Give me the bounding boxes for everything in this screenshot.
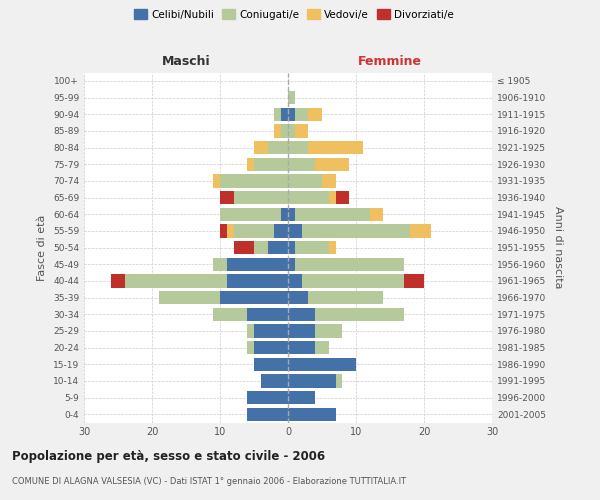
Bar bbox=[220, 224, 227, 237]
Bar bbox=[247, 308, 288, 321]
Bar bbox=[288, 91, 295, 104]
Bar bbox=[404, 274, 424, 287]
Bar bbox=[288, 274, 302, 287]
Bar bbox=[227, 224, 233, 237]
Bar bbox=[295, 241, 329, 254]
Bar bbox=[315, 324, 343, 338]
Bar bbox=[254, 158, 288, 171]
Text: Femmine: Femmine bbox=[358, 54, 422, 68]
Bar bbox=[288, 408, 335, 421]
Text: Maschi: Maschi bbox=[161, 54, 211, 68]
Bar bbox=[220, 174, 288, 188]
Bar bbox=[288, 108, 295, 121]
Bar bbox=[261, 374, 288, 388]
Bar bbox=[220, 191, 233, 204]
Bar bbox=[227, 274, 288, 287]
Bar bbox=[247, 391, 288, 404]
Bar bbox=[213, 308, 247, 321]
Bar bbox=[288, 241, 295, 254]
Y-axis label: Fasce di età: Fasce di età bbox=[37, 214, 47, 280]
Bar bbox=[295, 208, 370, 221]
Bar bbox=[281, 208, 288, 221]
Bar bbox=[254, 324, 288, 338]
Bar bbox=[233, 241, 254, 254]
Bar bbox=[288, 158, 315, 171]
Bar bbox=[247, 324, 254, 338]
Bar bbox=[335, 374, 343, 388]
Bar bbox=[281, 124, 288, 138]
Bar bbox=[329, 191, 335, 204]
Bar bbox=[254, 341, 288, 354]
Bar bbox=[308, 108, 322, 121]
Bar bbox=[125, 274, 227, 287]
Text: COMUNE DI ALAGNA VALSESIA (VC) - Dati ISTAT 1° gennaio 2006 - Elaborazione TUTTI: COMUNE DI ALAGNA VALSESIA (VC) - Dati IS… bbox=[12, 478, 406, 486]
Bar bbox=[268, 241, 288, 254]
Bar bbox=[315, 308, 404, 321]
Bar bbox=[288, 374, 335, 388]
Bar bbox=[254, 141, 268, 154]
Bar bbox=[288, 124, 295, 138]
Bar bbox=[281, 108, 288, 121]
Bar bbox=[288, 291, 308, 304]
Bar bbox=[220, 291, 288, 304]
Y-axis label: Anni di nascita: Anni di nascita bbox=[553, 206, 563, 288]
Bar bbox=[213, 258, 227, 271]
Bar bbox=[254, 241, 268, 254]
Bar bbox=[322, 174, 335, 188]
Bar bbox=[288, 141, 308, 154]
Bar bbox=[410, 224, 431, 237]
Bar bbox=[247, 341, 254, 354]
Bar bbox=[233, 224, 274, 237]
Bar bbox=[268, 141, 288, 154]
Bar bbox=[370, 208, 383, 221]
Bar bbox=[302, 224, 410, 237]
Bar bbox=[274, 224, 288, 237]
Bar bbox=[274, 124, 281, 138]
Bar bbox=[315, 341, 329, 354]
Bar bbox=[288, 191, 329, 204]
Bar bbox=[295, 124, 308, 138]
Bar bbox=[247, 408, 288, 421]
Bar bbox=[308, 291, 383, 304]
Bar bbox=[247, 158, 254, 171]
Bar bbox=[288, 358, 356, 371]
Bar bbox=[274, 108, 281, 121]
Bar bbox=[308, 141, 363, 154]
Bar bbox=[288, 308, 315, 321]
Bar bbox=[288, 208, 295, 221]
Bar bbox=[288, 341, 315, 354]
Bar bbox=[288, 324, 315, 338]
Text: Popolazione per età, sesso e stato civile - 2006: Popolazione per età, sesso e stato civil… bbox=[12, 450, 325, 463]
Bar bbox=[288, 258, 295, 271]
Bar bbox=[315, 158, 349, 171]
Bar bbox=[227, 258, 288, 271]
Bar bbox=[220, 208, 281, 221]
Bar bbox=[288, 391, 315, 404]
Bar bbox=[329, 241, 335, 254]
Bar bbox=[335, 191, 349, 204]
Bar bbox=[213, 174, 220, 188]
Bar bbox=[295, 108, 308, 121]
Bar bbox=[302, 274, 404, 287]
Bar bbox=[288, 174, 322, 188]
Bar bbox=[295, 258, 404, 271]
Bar bbox=[233, 191, 288, 204]
Legend: Celibi/Nubili, Coniugati/e, Vedovi/e, Divorziati/e: Celibi/Nubili, Coniugati/e, Vedovi/e, Di… bbox=[130, 5, 458, 24]
Bar bbox=[111, 274, 125, 287]
Bar bbox=[254, 358, 288, 371]
Bar bbox=[159, 291, 220, 304]
Bar bbox=[288, 224, 302, 237]
